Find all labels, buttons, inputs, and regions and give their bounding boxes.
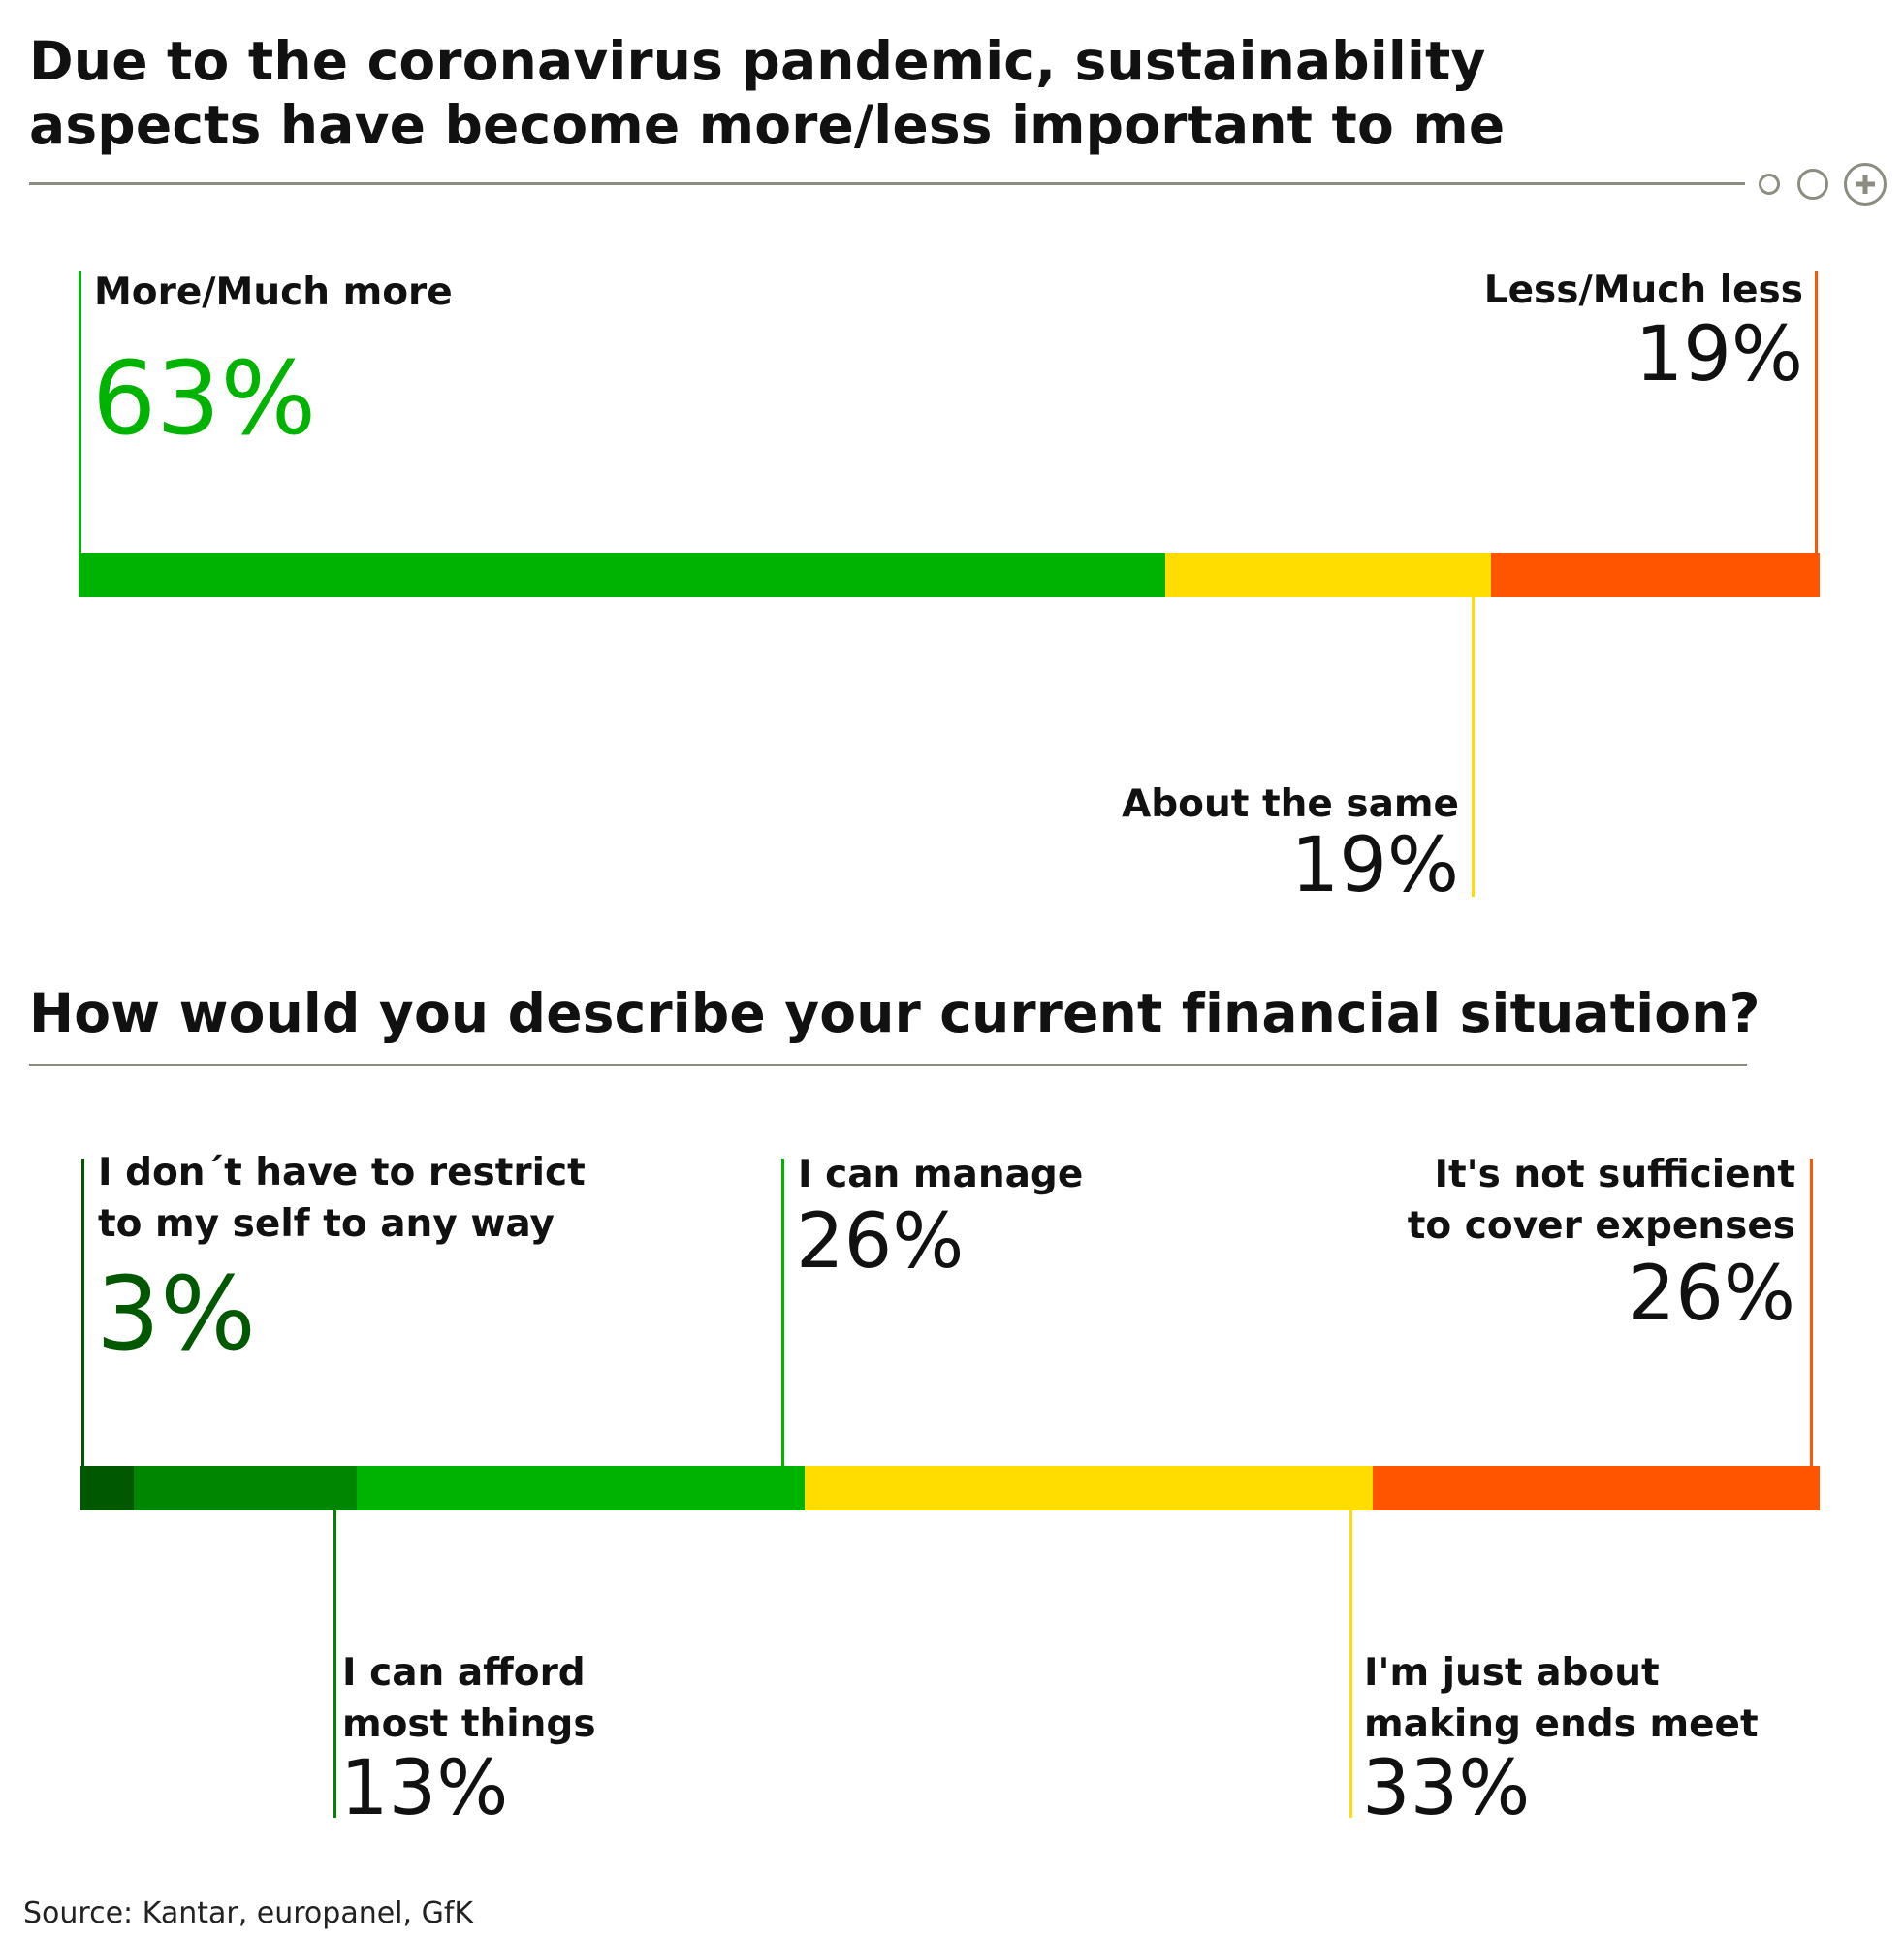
no-restrict-value: 3% (96, 1255, 256, 1373)
bar-segment-not-sufficient (1373, 1466, 1820, 1510)
ends-meet-label-line1: I'm just about (1364, 1651, 1660, 1695)
bar-segment-same (1165, 553, 1491, 597)
less-leader-line (1815, 271, 1818, 591)
ends-meet-value: 33% (1362, 1745, 1531, 1832)
bar-segment-manage (357, 1466, 805, 1510)
ends-meet-leader-line (1349, 1493, 1352, 1818)
plus-circle-icon[interactable] (1844, 163, 1887, 206)
more-label: More/Much more (94, 270, 453, 314)
no-restrict-leader-line (81, 1159, 84, 1469)
bar-segment-more (79, 553, 1165, 597)
less-value: 19% (1634, 311, 1803, 398)
same-label: About the same (1122, 782, 1459, 826)
chart2-title-rule (29, 1064, 1747, 1066)
afford-label-line1: I can afford (342, 1651, 586, 1695)
more-value: 63% (92, 339, 317, 458)
chart2-title: How would you describe your current fina… (29, 982, 1761, 1044)
chart1-title-line2: aspects have become more/less important … (29, 94, 1506, 156)
more-leader-line (79, 271, 81, 591)
not-sufficient-leader-line (1810, 1159, 1813, 1469)
no-restrict-label-line1: I don´t have to restrict (98, 1151, 586, 1194)
not-sufficient-value: 26% (1627, 1251, 1795, 1338)
chart1-stacked-bar (79, 553, 1820, 597)
manage-value: 26% (796, 1198, 965, 1286)
bar-segment-less (1491, 553, 1820, 597)
afford-value: 13% (340, 1745, 509, 1832)
manage-label: I can manage (798, 1153, 1084, 1196)
same-value: 19% (1290, 822, 1459, 909)
chart1-title-rule (29, 182, 1745, 185)
not-sufficient-label-line1: It's not sufficient (1434, 1153, 1795, 1196)
chart2-stacked-bar (80, 1466, 1820, 1510)
bar-segment-no-restrict (80, 1466, 134, 1510)
bar-segment-afford (134, 1466, 357, 1510)
small-circle-icon[interactable] (1759, 174, 1780, 195)
chart1-title-line1: Due to the coronavirus pandemic, sustain… (29, 30, 1486, 92)
same-leader-line (1472, 591, 1475, 897)
less-label: Less/Much less (1483, 269, 1803, 312)
source-note: Source: Kantar, europanel, GfK (23, 1896, 474, 1930)
no-restrict-label-line2: to my self to any way (98, 1202, 555, 1246)
ends-meet-label-line2: making ends meet (1364, 1702, 1759, 1746)
afford-leader-line (333, 1493, 336, 1818)
circle-icon[interactable] (1797, 169, 1828, 200)
bar-segment-ends-meet (805, 1466, 1373, 1510)
afford-label-line2: most things (342, 1702, 596, 1746)
manage-leader-line (781, 1159, 784, 1469)
not-sufficient-label-line2: to cover expenses (1407, 1204, 1795, 1248)
